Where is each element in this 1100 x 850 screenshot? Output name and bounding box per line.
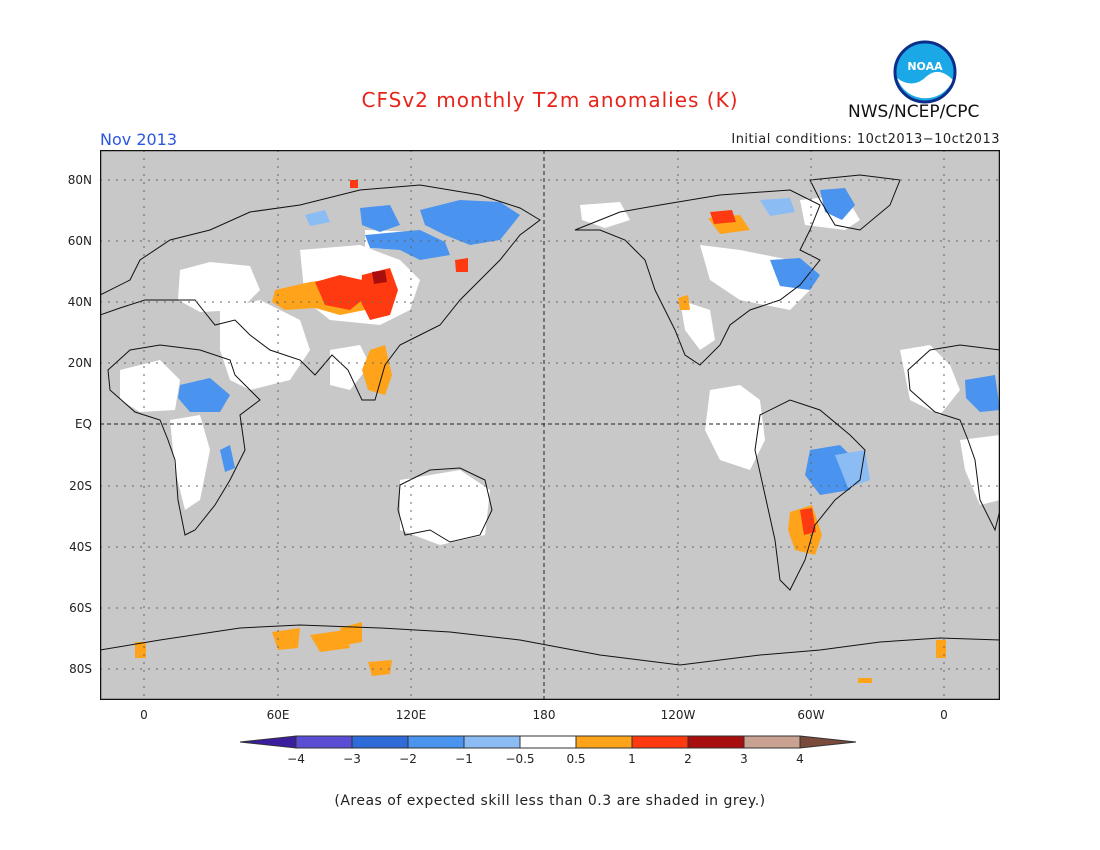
colorbar-label: −2: [399, 752, 417, 766]
colorbar-cell: [351, 735, 409, 749]
colorbar-label: −1: [455, 752, 473, 766]
lat-label-20s: 20S: [69, 479, 92, 493]
colorbar-label: 1: [628, 752, 636, 766]
colorbar-cell: [743, 735, 801, 749]
noaa-logo: NOAA: [893, 40, 957, 104]
lon-label-120e: 120E: [395, 708, 427, 722]
colorbar: [240, 735, 857, 749]
equator-dateline: [100, 150, 1000, 700]
forecast-month: Nov 2013: [100, 130, 178, 149]
lon-label-120w: 120W: [660, 708, 696, 722]
grid-lines: [100, 150, 1000, 700]
colorbar-label: 4: [796, 752, 804, 766]
colorbar-label: 2: [684, 752, 692, 766]
lat-label-80s: 80S: [69, 662, 92, 676]
colorbar-cell: [463, 735, 521, 749]
lat-label-40n: 40N: [67, 295, 92, 309]
agency-name: NWS/NCEP/CPC: [848, 102, 980, 122]
lat-label-20n: 20N: [67, 356, 92, 370]
map-frame: [100, 150, 1000, 700]
lon-label-60w: 60W: [797, 708, 825, 722]
colorbar-label: −3: [343, 752, 361, 766]
colorbar-cell: [575, 735, 633, 749]
colorbar-cell: [407, 735, 465, 749]
very-strong-warm-anomaly-areas: [372, 270, 387, 284]
colorbar-label: 0.5: [566, 752, 586, 766]
initial-conditions: Initial conditions: 10ct2013−10ct2013: [731, 132, 1000, 147]
lon-label-180: 180: [532, 708, 556, 722]
strong-warm-anomaly-areas: [315, 180, 816, 535]
weak-cold-anomaly-areas: [305, 198, 870, 488]
colorbar-arrow-max: [799, 735, 857, 749]
colorbar-cell: [519, 735, 577, 749]
lon-label-60e: 60E: [266, 708, 290, 722]
lat-label-60n: 60N: [67, 234, 92, 248]
colorbar-label: 3: [740, 752, 748, 766]
lon-label-0: 0: [140, 708, 148, 722]
colorbar-label: −4: [287, 752, 305, 766]
lon-label-0-right: 0: [940, 708, 948, 722]
colorbar-cell: [687, 735, 745, 749]
map-background: [100, 150, 1000, 700]
skill-footnote: (Areas of expected skill less than 0.3 a…: [334, 793, 766, 809]
lat-label-40s: 40S: [69, 540, 92, 554]
map-title: CFSv2 monthly T2m anomalies (K): [361, 88, 739, 112]
colorbar-cell: [295, 735, 353, 749]
logo-text: NOAA: [907, 60, 943, 73]
lat-label-eq: EQ: [74, 417, 92, 431]
colorbar-arrow-min: [240, 735, 297, 749]
lat-label-60s: 60S: [69, 601, 92, 615]
lat-label-80n: 80N: [67, 173, 92, 187]
colorbar-label: −0.5: [505, 752, 535, 766]
colorbar-cell: [631, 735, 689, 749]
anomaly-map: [100, 150, 1000, 700]
coastlines: [100, 174, 1000, 666]
